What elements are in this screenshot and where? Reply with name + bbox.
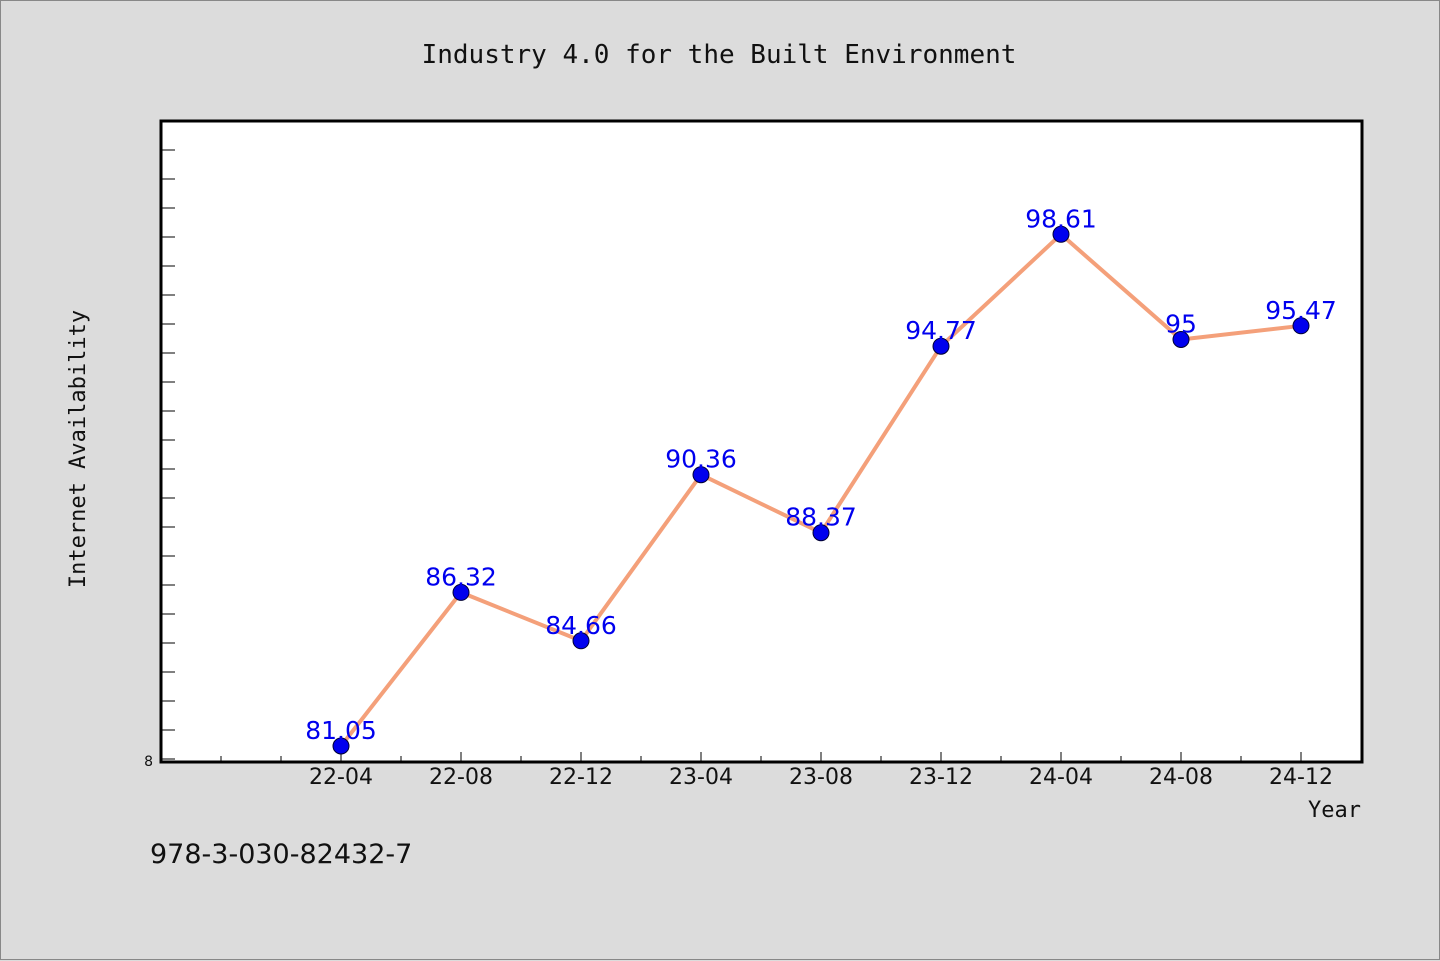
x-tick-label: 23-08 <box>789 765 853 790</box>
data-point <box>332 737 350 755</box>
y-axis-minor-ticks <box>161 149 175 760</box>
series-markers-group <box>332 225 1310 755</box>
x-tick-label: 24-04 <box>1029 765 1093 790</box>
data-label: 84.66 <box>545 611 617 640</box>
x-tick-label: 22-12 <box>549 765 613 790</box>
data-label: 94.77 <box>905 316 977 345</box>
data-label: 98.61 <box>1025 204 1097 233</box>
data-label: 90.36 <box>665 445 737 474</box>
x-tick-label: 23-04 <box>669 765 733 790</box>
data-point <box>1292 317 1310 335</box>
data-point <box>1172 331 1190 348</box>
data-point <box>572 632 590 650</box>
data-point <box>932 337 950 355</box>
y-tick-label: 8 <box>144 754 153 770</box>
data-label: 95.47 <box>1265 296 1337 325</box>
chart-title: Industry 4.0 for the Built Environment <box>422 40 1017 70</box>
data-label: 81.05 <box>305 716 377 745</box>
x-tick-label: 23-12 <box>909 765 973 790</box>
x-tick-label: 22-08 <box>429 765 493 790</box>
data-label: 88.37 <box>785 503 857 532</box>
x-tick-label: 22-04 <box>309 765 373 790</box>
data-label: 86.32 <box>425 562 497 591</box>
data-label: 95 <box>1165 310 1197 339</box>
data-labels-group: 81.05 86.32 84.66 90.36 88.37 94.77 98.61 95 95.… <box>305 204 1337 745</box>
x-tick-label: 24-12 <box>1269 765 1333 790</box>
x-axis-title: Year <box>1308 798 1361 823</box>
x-axis-tick-labels: 22-04 22-08 22-12 23-04 23-08 23-12 24-04 24-08… <box>309 765 1333 790</box>
data-point <box>812 524 830 542</box>
footer-code: 978-3-030-82432-7 <box>150 839 412 870</box>
plot-area <box>159 119 1364 764</box>
x-axis-ticks <box>220 752 1362 762</box>
data-point <box>1052 225 1070 243</box>
x-tick-label: 24-08 <box>1149 765 1213 790</box>
data-point <box>452 583 470 601</box>
data-point <box>692 466 710 484</box>
y-axis-title: Internet Availability <box>66 310 91 588</box>
